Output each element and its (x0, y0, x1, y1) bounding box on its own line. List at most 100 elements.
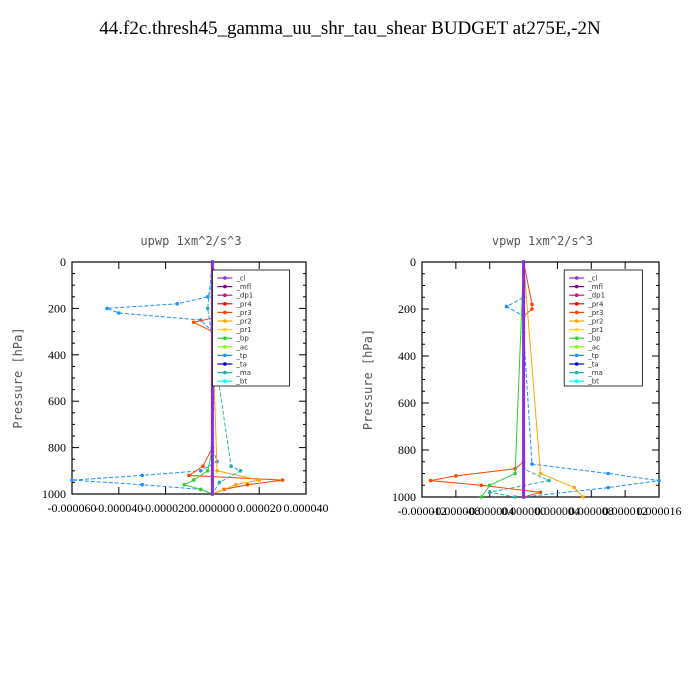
data-point (530, 307, 534, 311)
series-line-bp (480, 261, 525, 498)
data-point (479, 483, 484, 488)
data-point (487, 483, 492, 488)
legend-marker (223, 379, 227, 384)
legend-label: _cl (587, 275, 597, 283)
data-point (205, 295, 210, 299)
data-point (504, 304, 509, 309)
legend-marker (223, 336, 227, 341)
legend-marker (223, 345, 227, 349)
data-point (257, 478, 262, 482)
data-point (215, 469, 219, 473)
data-point (187, 473, 191, 478)
legend-label: _ma (235, 369, 251, 377)
data-point (198, 487, 203, 492)
legend-marker (574, 319, 579, 323)
legend-label: _ta (587, 361, 599, 369)
data-point (538, 471, 543, 476)
data-point (530, 462, 534, 466)
y-tick-label: 800 (398, 443, 416, 457)
legend-label: _pr1 (587, 326, 603, 334)
x-tick-label: -0.000020 (141, 501, 190, 515)
legend-label: _bt (587, 378, 599, 386)
legend-marker (574, 379, 579, 384)
x-tick-label: 0.000020 (237, 501, 282, 515)
series-line-tp (71, 262, 218, 495)
data-point (245, 482, 250, 487)
legend-label: _bp (235, 335, 249, 343)
data-point (229, 464, 233, 469)
y-tick-label: 200 (398, 302, 416, 316)
legend-marker (574, 302, 579, 306)
legend-marker (223, 302, 227, 306)
y-tick-label: 0 (60, 255, 66, 269)
legend-marker (574, 276, 579, 280)
legend-marker (574, 353, 579, 358)
legend-label: _mfl (235, 283, 251, 291)
legend-marker (223, 362, 227, 366)
data-point (191, 478, 196, 482)
legend-label: _pr1 (235, 326, 251, 334)
data-point (238, 469, 243, 473)
data-point (487, 490, 492, 495)
data-point (606, 471, 610, 476)
data-point (521, 260, 526, 264)
x-tick-label: 0.000004 (535, 504, 580, 518)
legend-label: _tp (587, 352, 599, 360)
series-line-pr2 (523, 261, 584, 498)
legend-marker (223, 319, 227, 323)
legend-marker (574, 336, 579, 341)
data-point (175, 302, 180, 306)
y-tick-label: 600 (48, 394, 66, 408)
data-point (234, 482, 238, 487)
legend-label: _pr4 (587, 300, 604, 308)
data-point (205, 469, 210, 473)
data-point (538, 490, 543, 495)
legend-marker (223, 370, 227, 375)
series-line-tp (505, 262, 660, 498)
legend-label: _bt (235, 378, 247, 386)
data-point (513, 495, 517, 499)
legend-marker (223, 284, 227, 289)
y-axis-label: Pressure [hPa] (11, 327, 25, 428)
legend-label: _ma (587, 369, 603, 377)
page-title: 44.f2c.thresh45_gamma_uu_shr_tau_shear B… (99, 18, 601, 39)
x-tick-label: 0.000008 (569, 504, 614, 518)
data-point (521, 495, 526, 499)
legend-label: _ac (235, 343, 248, 351)
x-tick-label: 0.000040 (284, 501, 329, 515)
x-tick-label: -0.000008 (431, 504, 480, 518)
legend-label: _ac (587, 343, 600, 351)
y-tick-label: 0 (410, 255, 416, 269)
legend-label: _pr3 (235, 309, 251, 317)
y-tick-label: 400 (398, 349, 416, 363)
legend-label: _ta (235, 361, 247, 369)
data-point (606, 485, 610, 490)
legend-label: _pr3 (587, 309, 603, 317)
data-point (530, 302, 534, 307)
legend-marker (574, 327, 579, 332)
data-point (140, 473, 144, 478)
chart-panel-vpwp: vpwp 1xm^2/s^3 Pressure [hPa] 0 200 400 600 80… (361, 234, 682, 518)
x-tick-label: -0.000004 (465, 504, 514, 518)
data-point (205, 306, 210, 311)
data-point (198, 469, 203, 473)
data-point (454, 474, 458, 478)
x-tick-label: -0.000060 (48, 501, 97, 515)
y-tick-label: 1000 (392, 490, 416, 504)
legend-marker (223, 276, 227, 280)
data-point (280, 478, 285, 482)
data-point (70, 478, 74, 482)
data-point (572, 485, 577, 490)
y-axis-label: Pressure [hPa] (361, 329, 375, 430)
data-point (191, 320, 196, 325)
legend-marker (574, 362, 579, 366)
data-point (581, 495, 585, 499)
data-point (217, 480, 222, 485)
x-tick-label: 0.000000 (190, 501, 235, 515)
legend-label: _mfl (587, 283, 603, 291)
x-tick-label: -0.000012 (398, 504, 447, 518)
y-tick-label: 200 (48, 301, 66, 315)
chart-title: vpwp 1xm^2/s^3 (492, 234, 593, 248)
x-tick-label: 0.000000 (501, 504, 546, 518)
